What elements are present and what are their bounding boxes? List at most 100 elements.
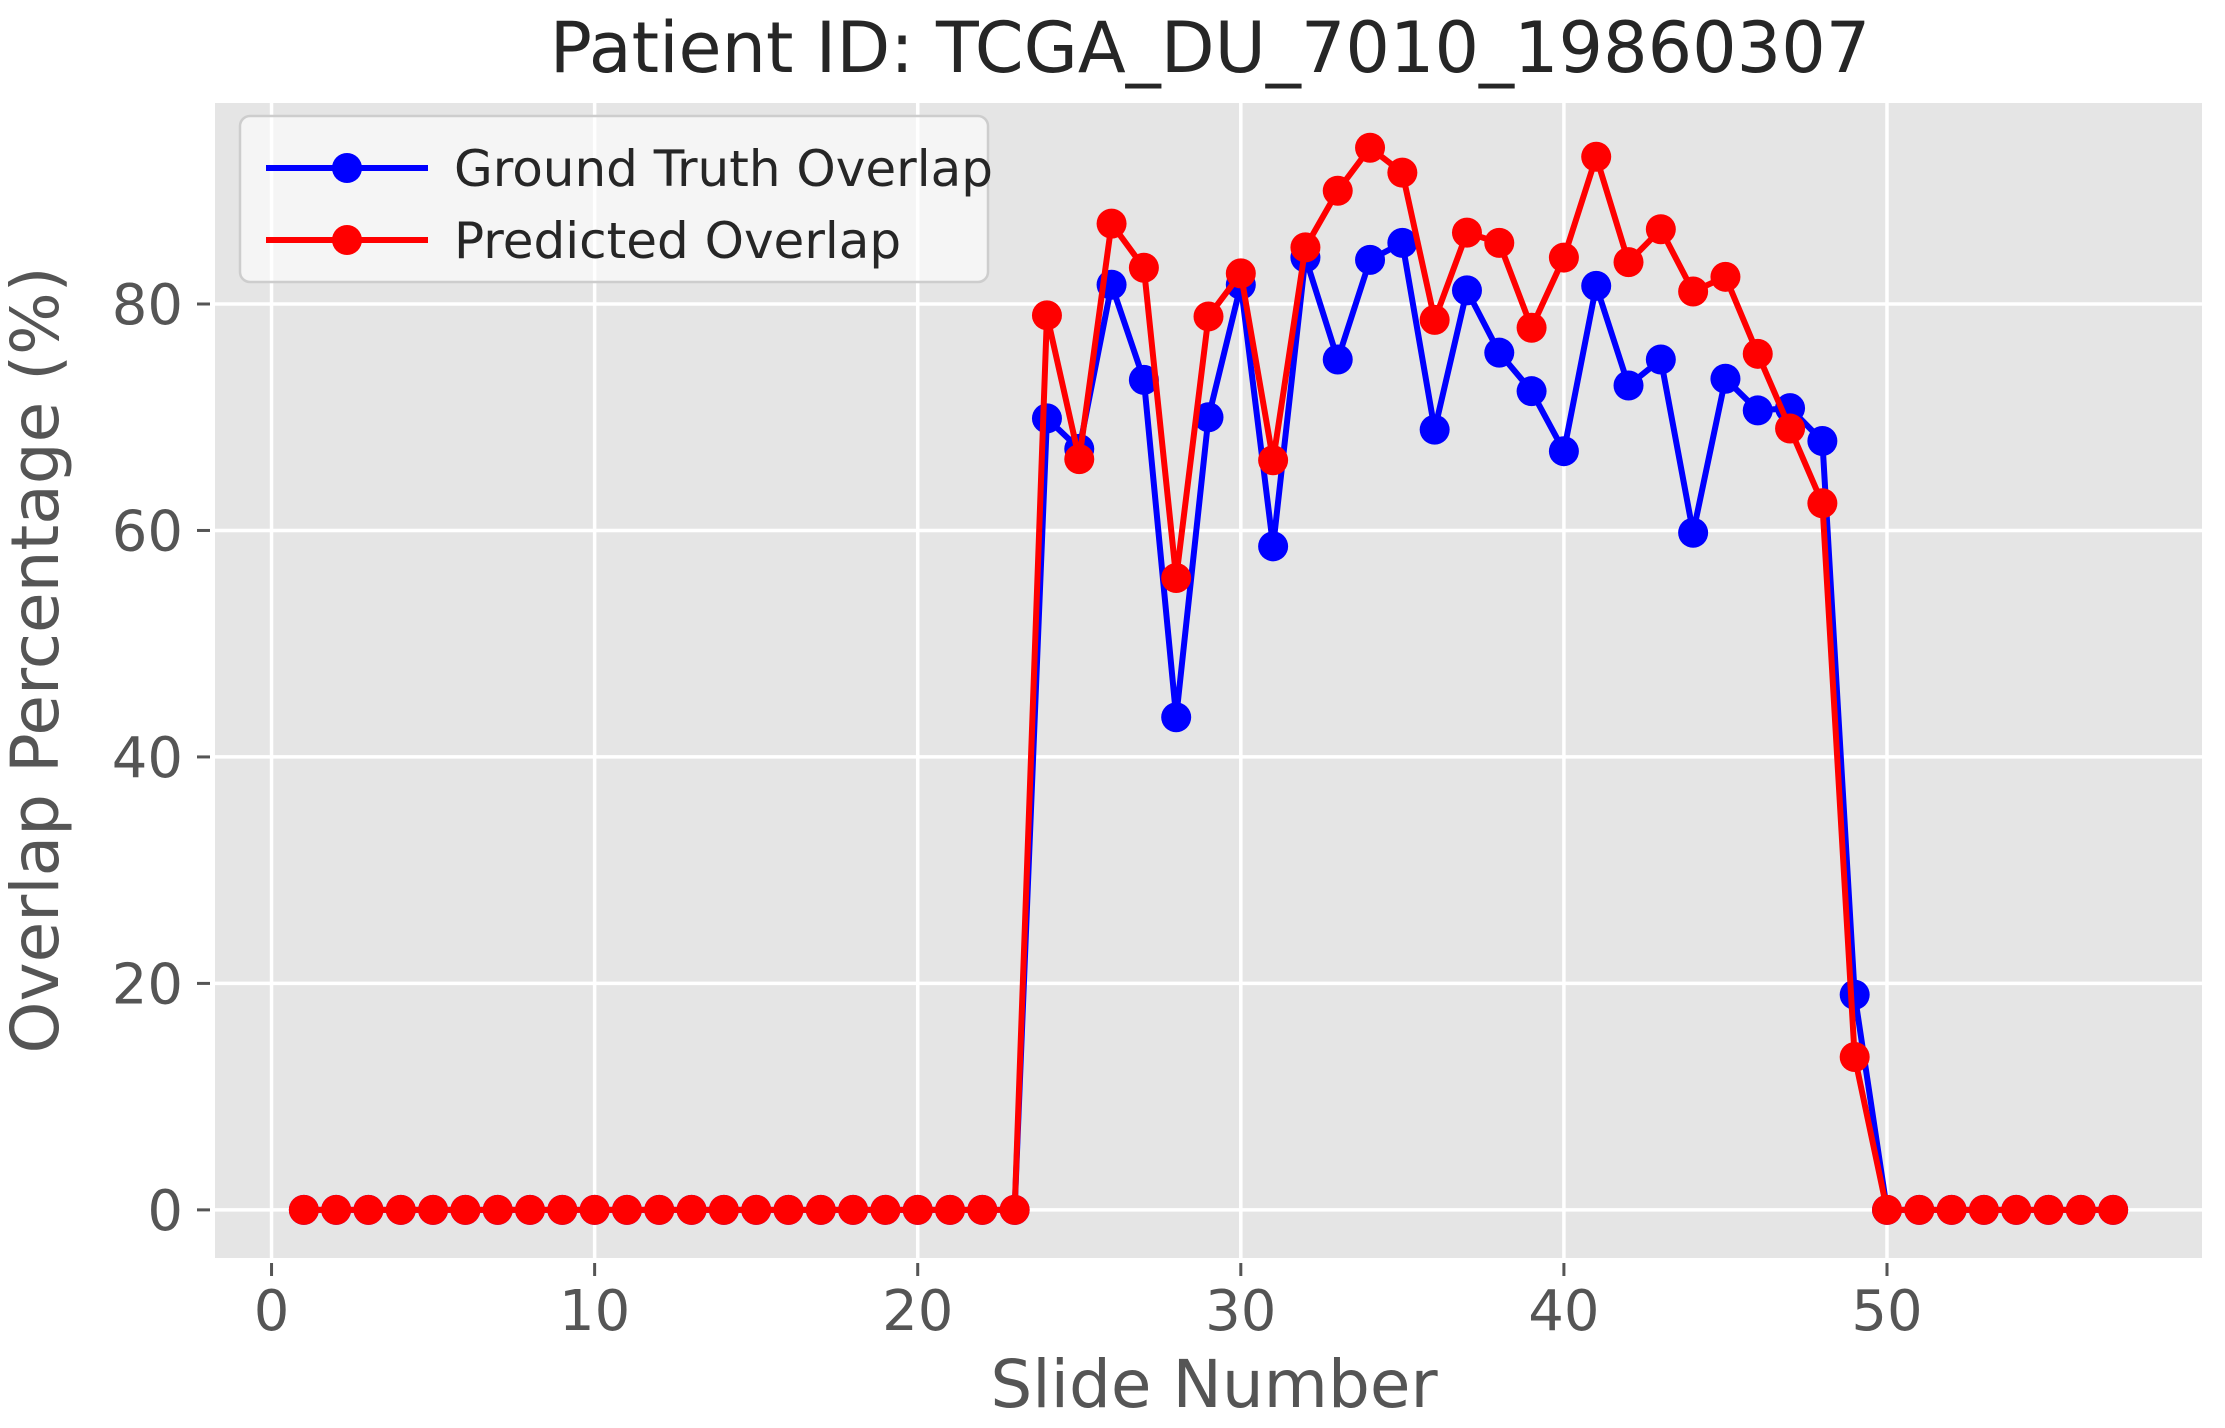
data-point-predicted-overlap: [935, 1194, 966, 1225]
plot-background: [215, 103, 2202, 1258]
data-point-ground-truth-overlap: [1128, 364, 1159, 395]
data-point-predicted-overlap: [2098, 1194, 2129, 1225]
data-point-ground-truth-overlap: [1581, 270, 1612, 301]
data-point-predicted-overlap: [1742, 338, 1773, 369]
data-point-predicted-overlap: [1645, 214, 1676, 245]
data-point-predicted-overlap: [1258, 445, 1289, 476]
data-point-predicted-overlap: [708, 1194, 739, 1225]
data-point-predicted-overlap: [1290, 232, 1321, 263]
legend-entry-ground-truth: Ground Truth Overlap: [266, 140, 993, 198]
data-point-ground-truth-overlap: [1258, 531, 1289, 562]
data-point-predicted-overlap: [1548, 242, 1579, 273]
data-point-predicted-overlap: [741, 1194, 772, 1225]
data-point-predicted-overlap: [1451, 217, 1482, 248]
data-point-predicted-overlap: [1193, 301, 1224, 332]
data-point-ground-truth-overlap: [1484, 337, 1515, 368]
y-tick-label: 20: [112, 952, 183, 1017]
ticklabel-layer: 0 10 20 30 40 50 0 20 40 60 80: [112, 273, 1923, 1344]
x-axis-label: Slide Number: [990, 1346, 1438, 1423]
data-point-predicted-overlap: [1322, 175, 1353, 206]
x-tick-label: 50: [1851, 1279, 1922, 1344]
y-tick-label: 0: [147, 1179, 183, 1244]
data-point-ground-truth-overlap: [1807, 426, 1838, 457]
data-point-predicted-overlap: [902, 1194, 933, 1225]
y-tick-label: 40: [112, 726, 183, 791]
x-tick-label: 10: [559, 1279, 630, 1344]
data-point-predicted-overlap: [515, 1194, 546, 1225]
data-point-predicted-overlap: [1581, 141, 1612, 172]
data-point-ground-truth-overlap: [1193, 402, 1224, 433]
x-tick-label: 20: [882, 1279, 953, 1344]
data-point-predicted-overlap: [353, 1194, 384, 1225]
data-point-ground-truth-overlap: [1516, 376, 1547, 407]
data-point-predicted-overlap: [676, 1194, 707, 1225]
data-point-predicted-overlap: [1839, 1042, 1870, 1073]
data-point-predicted-overlap: [644, 1194, 675, 1225]
data-point-predicted-overlap: [1775, 413, 1806, 444]
y-tick-label: 80: [112, 273, 183, 338]
data-point-predicted-overlap: [838, 1194, 869, 1225]
data-point-predicted-overlap: [1064, 444, 1095, 475]
data-point-ground-truth-overlap: [1031, 403, 1062, 434]
data-point-predicted-overlap: [1678, 276, 1709, 307]
y-tick-label: 60: [112, 499, 183, 564]
series-layer: [288, 132, 2129, 1225]
legend-label-predicted: Predicted Overlap: [454, 212, 901, 270]
data-point-predicted-overlap: [1516, 312, 1547, 343]
data-point-predicted-overlap: [2001, 1194, 2032, 1225]
data-point-predicted-overlap: [611, 1194, 642, 1225]
data-point-predicted-overlap: [579, 1194, 610, 1225]
data-point-ground-truth-overlap: [1710, 363, 1741, 394]
data-point-predicted-overlap: [1613, 247, 1644, 278]
data-point-predicted-overlap: [482, 1194, 513, 1225]
x-tick-label: 30: [1205, 1279, 1276, 1344]
data-point-ground-truth-overlap: [1355, 244, 1386, 275]
tickmark-layer: [197, 302, 1889, 1276]
data-point-predicted-overlap: [2033, 1194, 2064, 1225]
legend-entry-predicted: Predicted Overlap: [266, 212, 901, 270]
data-point-ground-truth-overlap: [1613, 370, 1644, 401]
data-point-predicted-overlap: [1419, 304, 1450, 335]
data-point-ground-truth-overlap: [1419, 414, 1450, 445]
legend-marker-blue: [332, 153, 362, 183]
data-point-predicted-overlap: [450, 1194, 481, 1225]
data-point-ground-truth-overlap: [1742, 395, 1773, 426]
legend-label-ground-truth: Ground Truth Overlap: [454, 140, 993, 198]
data-point-predicted-overlap: [1904, 1194, 1935, 1225]
data-point-predicted-overlap: [385, 1194, 416, 1225]
data-point-predicted-overlap: [1225, 258, 1256, 289]
data-point-predicted-overlap: [1161, 563, 1192, 594]
data-point-predicted-overlap: [870, 1194, 901, 1225]
data-point-predicted-overlap: [2065, 1194, 2096, 1225]
data-point-predicted-overlap: [1484, 227, 1515, 258]
data-point-predicted-overlap: [547, 1194, 578, 1225]
data-point-ground-truth-overlap: [1645, 344, 1676, 375]
chart-title: Patient ID: TCGA_DU_7010_19860307: [550, 7, 1871, 89]
data-point-ground-truth-overlap: [1548, 436, 1579, 467]
data-point-predicted-overlap: [1355, 132, 1386, 163]
data-point-predicted-overlap: [967, 1194, 998, 1225]
data-point-ground-truth-overlap: [1678, 517, 1709, 548]
data-point-ground-truth-overlap: [1322, 344, 1353, 375]
legend: Ground Truth Overlap Predicted Overlap: [238, 114, 993, 284]
data-point-predicted-overlap: [1128, 252, 1159, 283]
data-point-predicted-overlap: [288, 1194, 319, 1225]
data-point-predicted-overlap: [1807, 488, 1838, 519]
data-point-predicted-overlap: [1031, 300, 1062, 331]
data-point-predicted-overlap: [773, 1194, 804, 1225]
data-point-predicted-overlap: [1387, 157, 1418, 188]
data-point-predicted-overlap: [1710, 261, 1741, 292]
legend-marker-red: [332, 225, 362, 255]
x-tick-label: 0: [254, 1279, 290, 1344]
data-point-predicted-overlap: [805, 1194, 836, 1225]
data-point-predicted-overlap: [999, 1194, 1030, 1225]
data-point-predicted-overlap: [1936, 1194, 1967, 1225]
data-point-ground-truth-overlap: [1451, 275, 1482, 306]
data-point-ground-truth-overlap: [1387, 227, 1418, 258]
data-point-predicted-overlap: [1096, 208, 1127, 239]
y-axis-label: Overlap Percentage (%): [0, 267, 74, 1054]
data-point-ground-truth-overlap: [1161, 702, 1192, 733]
x-tick-label: 40: [1528, 1279, 1599, 1344]
